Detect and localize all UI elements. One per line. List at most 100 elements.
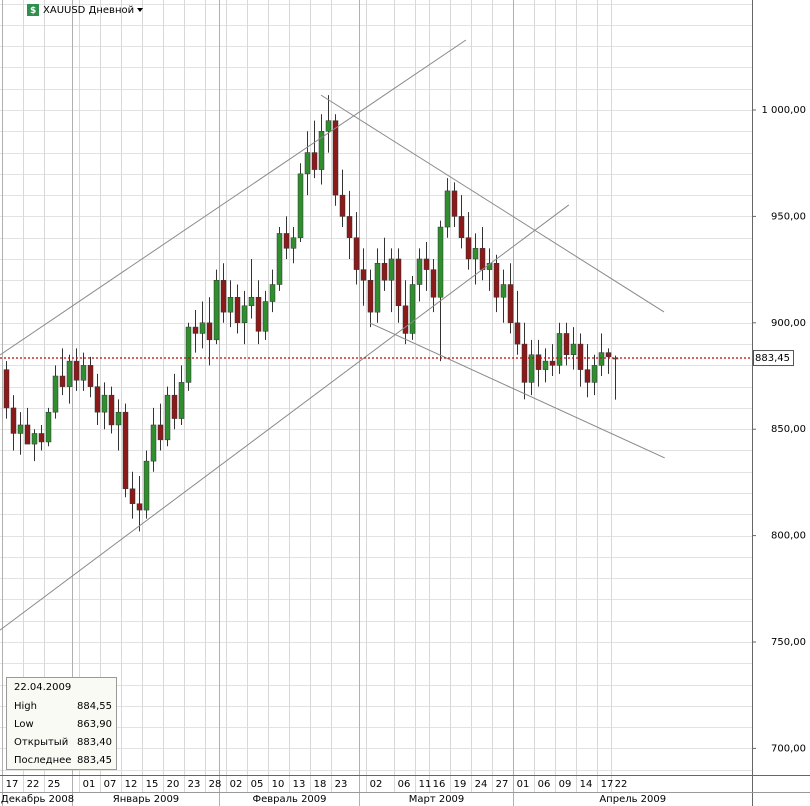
info-box — [6, 677, 117, 770]
candle-body — [563, 333, 570, 355]
x-tick-label: 24 — [475, 779, 488, 790]
candle-body — [66, 360, 73, 387]
candle-body — [325, 120, 332, 132]
month-label: Март 2009 — [409, 794, 465, 805]
month-label: Февраль 2009 — [252, 794, 326, 805]
candle-body — [311, 152, 318, 170]
x-tick-label: 14 — [580, 779, 593, 790]
candle-body — [346, 216, 353, 238]
candle-body — [577, 343, 584, 370]
candle-body — [143, 460, 150, 511]
x-tick-label: 23 — [188, 779, 201, 790]
candle-body — [388, 258, 395, 281]
candle-body — [17, 424, 24, 434]
candle-body — [514, 322, 521, 345]
symbol-icon — [27, 4, 39, 16]
candle-body — [598, 352, 605, 366]
candle-body — [409, 284, 416, 334]
candle-body — [367, 280, 374, 313]
last-price-box — [753, 350, 794, 367]
candle-body — [248, 297, 255, 307]
x-tick-label: 16 — [433, 779, 446, 790]
candle-body — [171, 394, 178, 419]
candle-body — [150, 424, 157, 462]
candle-body — [31, 433, 38, 445]
month-label: Январь 2009 — [113, 794, 179, 805]
candle-body — [535, 354, 542, 370]
candle-body — [304, 152, 311, 175]
info-date: 22.04.2009 — [14, 682, 71, 693]
x-tick-label: 02 — [230, 779, 243, 790]
candle-body — [164, 394, 171, 441]
candle-body — [402, 305, 409, 334]
candle-body — [374, 262, 381, 313]
x-tick-label: 18 — [314, 779, 327, 790]
candle-body — [269, 284, 276, 302]
candle-body — [80, 365, 87, 381]
candle-body — [437, 226, 444, 298]
candle-body — [10, 407, 17, 434]
x-tick-label: 13 — [293, 779, 306, 790]
candle-body — [234, 297, 241, 324]
x-tick-label: 09 — [559, 779, 572, 790]
x-tick-label: 12 — [125, 779, 138, 790]
candle-body — [108, 394, 115, 426]
month-label: Декабрь 2008 — [1, 794, 74, 805]
x-tick-label: 01 — [517, 779, 530, 790]
x-tick-label: 17 — [6, 779, 19, 790]
candle-body — [416, 258, 423, 285]
candle-body — [220, 280, 227, 313]
grid — [0, 0, 752, 806]
candle-body — [430, 269, 437, 298]
candle-body — [115, 411, 122, 426]
candle-body — [584, 369, 591, 383]
candle-body — [591, 365, 598, 383]
y-tick-label: 950,00 — [771, 211, 806, 222]
info-label: High — [14, 701, 37, 712]
candle-body — [507, 284, 514, 324]
candle-body — [472, 248, 479, 260]
candle-body — [213, 280, 220, 341]
candle-body — [542, 360, 549, 370]
candle-body — [283, 233, 290, 249]
trendline — [320, 94, 665, 313]
candle-body — [290, 237, 297, 249]
x-tick-label: 27 — [496, 779, 509, 790]
header[interactable]: $ XAUUSD Дневной — [27, 4, 143, 16]
y-tick-label: 750,00 — [771, 637, 806, 648]
candle-body — [24, 424, 31, 445]
last-price-label: 883,45 — [755, 353, 790, 364]
info-value: 883,45 — [77, 755, 112, 766]
candle-body — [395, 258, 402, 307]
candle-body — [360, 269, 367, 281]
candle-body — [605, 352, 612, 358]
candle-body — [59, 375, 66, 387]
candle-body — [318, 131, 325, 170]
header-title[interactable]: XAUUSD Дневной — [43, 5, 134, 16]
y-tick-label: 1 000,00 — [761, 105, 806, 116]
x-tick-label: 10 — [272, 779, 285, 790]
candle-body — [423, 258, 430, 270]
y-tick-label: 900,00 — [771, 318, 806, 329]
month-label: Апрель 2009 — [599, 794, 666, 805]
x-tick-label: 22 — [27, 779, 40, 790]
candle-body — [353, 237, 360, 270]
candle-body — [276, 233, 283, 285]
candle-body — [556, 333, 563, 366]
candle-body — [570, 343, 577, 355]
plot — [0, 39, 752, 631]
trendline — [0, 204, 570, 631]
candle-body — [465, 237, 472, 260]
info-value: 863,90 — [77, 719, 112, 730]
candle-body — [255, 297, 262, 332]
candle-body — [122, 411, 129, 490]
x-tick-label: 23 — [335, 779, 348, 790]
y-tick-label: 700,00 — [771, 743, 806, 754]
candle-body — [262, 301, 269, 332]
dropdown-arrow[interactable] — [137, 8, 143, 12]
candle-body — [479, 248, 486, 270]
x-tick-label: 11 — [419, 779, 432, 790]
candle-body — [178, 382, 185, 419]
candle-body — [73, 360, 80, 381]
